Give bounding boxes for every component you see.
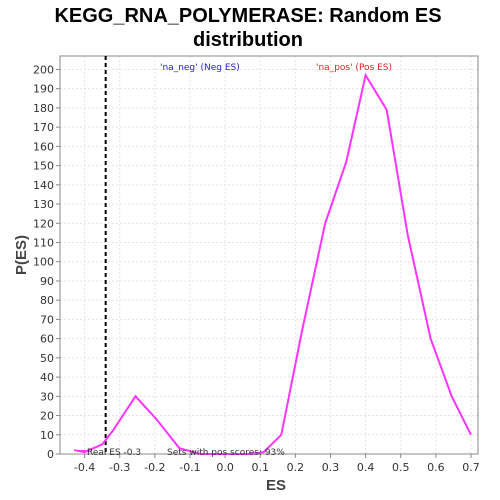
y-tick-label: 200 — [33, 63, 54, 76]
y-tick-label: 120 — [33, 217, 54, 230]
y-tick-label: 130 — [33, 198, 54, 211]
x-tick-label: -0.3 — [109, 461, 130, 474]
y-tick-label: 190 — [33, 83, 54, 96]
x-tick-label: 0.5 — [392, 461, 410, 474]
y-tick-label: 70 — [40, 313, 54, 326]
y-tick-label: 110 — [33, 237, 54, 250]
x-tick-label: -0.1 — [179, 461, 200, 474]
chart-title: KEGG_RNA_POLYMERASE: Random ES — [54, 5, 441, 27]
y-tick-label: 150 — [33, 160, 54, 173]
x-tick-label: 0.0 — [216, 461, 234, 474]
x-tick-label: -0.2 — [144, 461, 165, 474]
y-tick-label: 10 — [40, 429, 54, 442]
y-tick-label: 140 — [33, 179, 54, 192]
y-tick-label: 0 — [47, 448, 54, 461]
y-axis-label: P(ES) — [13, 235, 30, 275]
series-line-es-distribution — [73, 72, 472, 455]
x-tick-label: 0.1 — [251, 461, 269, 474]
x-tick-label: 0.2 — [287, 461, 305, 474]
y-tick-label: 180 — [33, 102, 54, 115]
y-tick-label: 60 — [40, 333, 54, 346]
y-tick-label: 90 — [40, 275, 54, 288]
annotation-neg-es: 'na_neg' (Neg ES) — [160, 63, 240, 73]
x-tick-label: 0.4 — [357, 461, 375, 474]
y-tick-label: 80 — [40, 294, 54, 307]
y-tick-label: 160 — [33, 140, 54, 153]
y-tick-label: 50 — [40, 352, 54, 365]
annotation-pos-es: 'na_pos' (Pos ES) — [316, 63, 392, 73]
y-tick-label: 20 — [40, 410, 54, 423]
annotation-real-es: Real ES -0.3 — [87, 448, 141, 458]
y-axis: 0 10 20 30 40 50 60 70 80 90 100 110 120 130 140 150 160… — [33, 63, 60, 461]
plot-area — [59, 55, 479, 455]
y-tick-label: 30 — [40, 390, 54, 403]
annotation-pos-scores: Sets with pos scores: 93% — [167, 448, 285, 458]
x-tick-label: 0.3 — [322, 461, 340, 474]
grid — [60, 56, 478, 455]
x-tick-label: 0.6 — [427, 461, 445, 474]
x-tick-label: -0.4 — [74, 461, 95, 474]
x-axis-label: ES — [266, 477, 286, 494]
x-axis: -0.4 -0.3 -0.2 -0.1 0.0 0.1 0.2 0.3 0.4 0.5 0.6 0.7 — [74, 454, 480, 474]
y-tick-label: 100 — [33, 256, 54, 269]
y-tick-label: 40 — [40, 371, 54, 384]
chart-title-line2: distribution — [193, 29, 303, 51]
x-tick-label: 0.7 — [462, 461, 480, 474]
y-tick-label: 170 — [33, 121, 54, 134]
